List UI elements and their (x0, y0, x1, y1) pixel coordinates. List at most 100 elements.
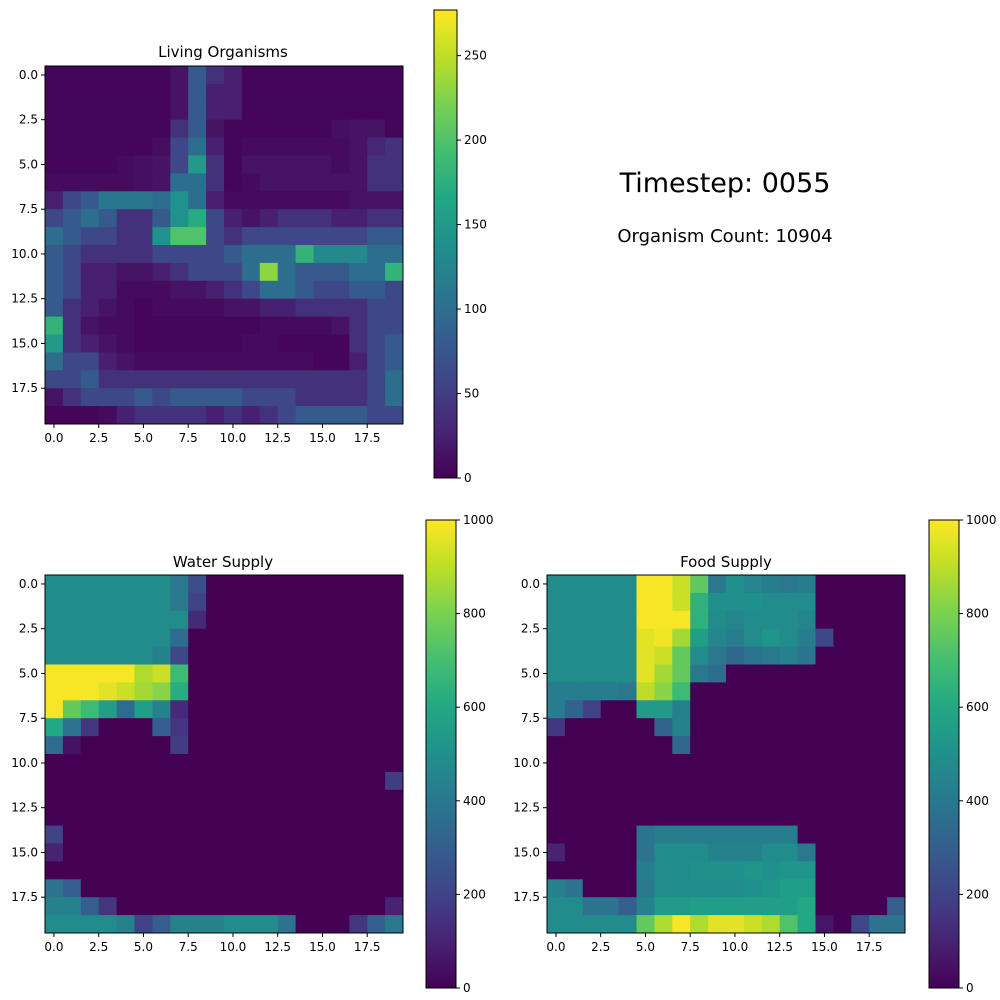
heatmap-cell (277, 298, 296, 317)
heatmap-cell (582, 646, 602, 665)
heatmap-cell (582, 771, 602, 791)
heatmap-cell (170, 861, 189, 880)
heatmap-cell (313, 316, 332, 335)
heatmap-cell (152, 700, 171, 719)
heatmap-cell (241, 879, 261, 898)
heatmap-cell (726, 664, 745, 683)
heatmap-cell (331, 807, 350, 826)
heatmap-cell (600, 825, 619, 844)
heatmap-cell (116, 700, 135, 719)
heatmap-cell (62, 66, 82, 85)
heatmap-cell (331, 825, 350, 844)
heatmap-cell (152, 298, 171, 317)
heatmap-cell (851, 682, 870, 701)
heatmap-cell (62, 897, 82, 916)
heatmap-cell (80, 915, 100, 934)
heatmap-cell (564, 718, 584, 737)
heatmap-cell (277, 352, 296, 371)
heatmap-cell (259, 718, 279, 737)
heatmap-cell (654, 879, 673, 898)
heatmap-cells (45, 66, 404, 425)
heatmap-cell (385, 352, 404, 371)
heatmap-cell (833, 682, 852, 701)
heatmap-cell (851, 592, 870, 612)
heatmap-cell (188, 897, 207, 916)
heatmap-cell (797, 610, 816, 630)
heatmap-cell (564, 807, 584, 826)
heatmap-cell (851, 789, 870, 809)
heatmap-cell (654, 897, 673, 916)
heatmap-cell (170, 119, 189, 138)
heatmap-cell (582, 736, 602, 755)
heatmap-cell (241, 155, 261, 174)
heatmap-cell (45, 682, 64, 701)
heatmap-cell (726, 646, 745, 665)
heatmap-cell (815, 879, 834, 898)
heatmap-cell (690, 610, 709, 630)
heatmap-cell (815, 771, 834, 791)
heatmap-cell (779, 575, 798, 594)
heatmap-cell (295, 700, 314, 719)
heatmap-cell (761, 915, 781, 934)
heatmap-cell (797, 879, 816, 898)
heatmap-cell (206, 825, 225, 844)
heatmap-cell (385, 101, 404, 121)
heatmap-cell (654, 628, 673, 647)
heatmap-cell (116, 388, 135, 407)
heatmap-cell (869, 610, 888, 630)
heatmap-cell (743, 879, 763, 898)
heatmap-cell (45, 664, 64, 683)
heatmap-cell (833, 646, 852, 665)
heatmap-cell (797, 754, 816, 773)
heatmap-cell (295, 119, 314, 138)
heatmap-cell (636, 700, 655, 719)
heatmap-cell (313, 262, 332, 282)
heatmap-cell (618, 718, 637, 737)
heatmap-cell (259, 334, 279, 353)
heatmap-cell (349, 825, 368, 844)
heatmap-cell (188, 682, 207, 701)
heatmap-cell (869, 879, 888, 898)
heatmap-cell (833, 915, 852, 934)
heatmap-cell (547, 754, 566, 773)
heatmap-cell (206, 245, 225, 264)
heatmap-cell (618, 592, 637, 612)
heatmap-cell (62, 718, 82, 737)
heatmap-cell (116, 119, 135, 138)
heatmap-cell (636, 592, 655, 612)
y-axis: 0.0 2.5 5.0 7.5 10.0 12.5 15.0 17.5 (11, 577, 45, 904)
heatmap-cell (797, 789, 816, 809)
heatmap-cell (385, 119, 404, 138)
heatmap-cell (170, 789, 189, 809)
heatmap-cell (259, 843, 279, 862)
heatmap-cell (349, 718, 368, 737)
plot-frame (44, 65, 404, 425)
heatmap-cell (152, 119, 171, 138)
heatmap-cell (224, 334, 243, 353)
heatmap-cell (547, 592, 566, 612)
heatmap-cell (98, 406, 117, 425)
heatmap-cell (600, 807, 619, 826)
heatmap-cell (152, 628, 171, 647)
x-tick-label: 2.5 (89, 940, 108, 954)
heatmap-cell (815, 825, 834, 844)
heatmap-cell (367, 610, 386, 630)
heatmap-cell (188, 718, 207, 737)
heatmap-cell (45, 915, 64, 934)
heatmap-cell (134, 245, 153, 264)
heatmap-cell (385, 173, 404, 192)
y-tick-label: 0.0 (521, 577, 540, 591)
heatmap-cell (547, 843, 566, 862)
heatmap-cell (672, 879, 691, 898)
heatmap-cell (98, 173, 117, 192)
heatmap-cell (206, 610, 225, 630)
heatmap-cell (582, 807, 602, 826)
heatmap-cell (887, 575, 906, 594)
heatmap-cell (582, 843, 602, 862)
organism-count-label: Organism Count: 10904 (617, 226, 833, 247)
heatmap-cell (116, 137, 135, 156)
heatmap-cell (134, 592, 153, 612)
heatmap-cell (313, 191, 332, 210)
heatmap-cell (206, 191, 225, 210)
heatmap-cell (600, 700, 619, 719)
